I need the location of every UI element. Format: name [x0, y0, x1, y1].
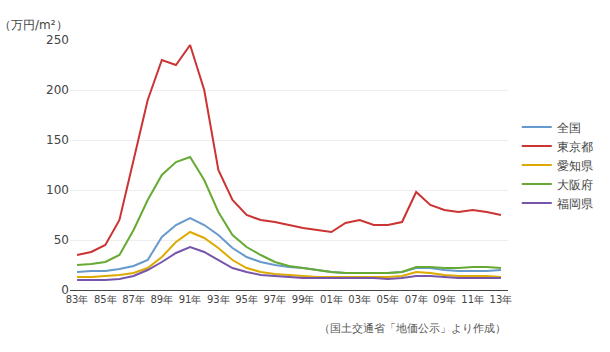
svg-text:13年: 13年: [490, 294, 513, 305]
svg-text:85年: 85年: [94, 294, 117, 305]
svg-text:東京都: 東京都: [557, 140, 593, 154]
svg-text:09年: 09年: [433, 294, 456, 305]
svg-text:0: 0: [61, 283, 69, 297]
svg-text:全国: 全国: [557, 121, 581, 135]
svg-text:91年: 91年: [179, 294, 202, 305]
svg-text:07年: 07年: [405, 294, 428, 305]
svg-text:（万円/m²）: （万円/m²）: [0, 18, 68, 32]
svg-text:11年: 11年: [461, 294, 484, 305]
svg-text:250: 250: [46, 33, 69, 47]
svg-text:大阪府: 大阪府: [557, 178, 593, 192]
svg-text:83年: 83年: [66, 294, 89, 305]
svg-text:01年: 01年: [320, 294, 343, 305]
svg-text:95年: 95年: [235, 294, 258, 305]
svg-text:05年: 05年: [377, 294, 400, 305]
svg-text:100: 100: [46, 183, 69, 197]
svg-text:（国土交通省「地価公示」より作成）: （国土交通省「地価公示」より作成）: [319, 322, 506, 335]
svg-text:97年: 97年: [264, 294, 287, 305]
svg-text:87年: 87年: [122, 294, 145, 305]
svg-text:89年: 89年: [150, 294, 173, 305]
svg-text:愛知県: 愛知県: [557, 159, 593, 173]
svg-text:福岡県: 福岡県: [557, 197, 593, 211]
svg-text:50: 50: [54, 233, 69, 247]
svg-text:93年: 93年: [207, 294, 230, 305]
svg-text:200: 200: [46, 83, 69, 97]
svg-text:99年: 99年: [292, 294, 315, 305]
svg-text:03年: 03年: [348, 294, 371, 305]
svg-text:150: 150: [46, 133, 69, 147]
